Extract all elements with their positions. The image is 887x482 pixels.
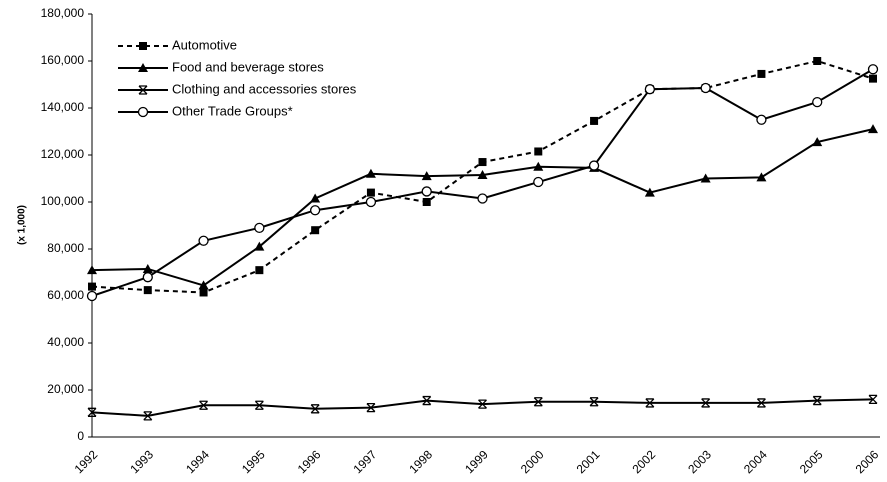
marker <box>254 241 265 251</box>
marker <box>478 399 487 409</box>
marker <box>311 226 320 235</box>
marker <box>365 196 377 208</box>
legend-label: Food and beverage stores <box>172 59 324 74</box>
x-tick-label: 2006 <box>853 447 882 476</box>
x-tick-label: 2003 <box>685 447 714 476</box>
marker <box>701 398 711 408</box>
x-tick-label: 1992 <box>72 447 101 476</box>
marker <box>590 116 599 125</box>
marker <box>756 114 767 125</box>
marker <box>868 394 878 405</box>
marker <box>310 404 320 414</box>
x-tick-label: 1999 <box>462 447 491 476</box>
marker <box>588 160 600 171</box>
marker <box>645 398 655 408</box>
y-tick-label: 120,000 <box>41 147 85 161</box>
marker <box>254 400 264 410</box>
marker <box>88 282 96 291</box>
marker <box>813 57 822 65</box>
x-tick-label: 1995 <box>239 447 268 476</box>
marker <box>142 263 153 273</box>
marker <box>477 169 488 179</box>
marker <box>198 280 209 290</box>
x-tick-label: 2005 <box>797 447 826 476</box>
marker <box>868 124 878 134</box>
y-tick-label: 140,000 <box>41 100 85 114</box>
x-tick-label: 1993 <box>127 447 156 476</box>
marker <box>533 397 543 407</box>
marker <box>309 205 321 216</box>
marker <box>421 171 432 181</box>
x-tick-label: 2004 <box>741 447 770 476</box>
marker <box>867 64 879 75</box>
marker <box>137 106 149 118</box>
marker <box>534 147 543 156</box>
legend-label: Automotive <box>172 37 237 52</box>
marker <box>756 172 767 182</box>
marker <box>812 395 822 406</box>
x-tick-label: 1997 <box>351 447 380 476</box>
marker <box>255 266 264 275</box>
marker <box>533 161 544 171</box>
y-tick-label: 0 <box>77 429 84 443</box>
legend-label: Clothing and accessories stores <box>172 81 357 96</box>
marker <box>366 188 375 197</box>
marker <box>477 193 488 204</box>
marker <box>589 397 599 407</box>
marker <box>812 96 823 108</box>
marker <box>421 186 432 197</box>
marker <box>138 63 148 72</box>
y-tick-label: 160,000 <box>41 53 85 67</box>
marker <box>310 193 321 203</box>
y-tick-label: 100,000 <box>41 194 85 208</box>
y-tick-label: 60,000 <box>47 288 84 302</box>
marker <box>143 411 153 421</box>
x-tick-label: 1998 <box>406 447 435 476</box>
x-tick-label: 2000 <box>518 447 547 476</box>
marker <box>198 235 209 246</box>
x-tick-label: 2001 <box>574 447 603 476</box>
marker <box>478 158 487 167</box>
marker <box>869 74 877 83</box>
marker <box>199 400 209 410</box>
marker <box>142 272 153 283</box>
y-axis-label: (x 1,000) <box>17 205 28 245</box>
marker <box>533 176 544 188</box>
marker <box>644 187 655 197</box>
legend-label: Other Trade Groups* <box>172 103 293 118</box>
marker <box>366 402 376 413</box>
y-tick-label: 180,000 <box>41 6 85 20</box>
marker <box>700 82 711 94</box>
marker <box>199 288 208 297</box>
y-tick-label: 20,000 <box>47 382 84 396</box>
marker <box>644 84 656 95</box>
marker <box>139 42 147 50</box>
x-tick-label: 2002 <box>629 447 658 476</box>
series-line <box>91 128 874 287</box>
marker <box>86 290 98 302</box>
x-tick-label: 1996 <box>295 447 324 476</box>
marker <box>700 173 711 183</box>
y-tick-label: 80,000 <box>47 241 84 255</box>
marker <box>422 198 431 206</box>
marker <box>422 395 432 406</box>
x-tick-label: 1994 <box>183 447 212 476</box>
marker <box>87 265 97 275</box>
marker <box>87 407 97 417</box>
y-tick-label: 40,000 <box>47 335 84 349</box>
marker <box>812 137 823 147</box>
marker <box>254 222 265 234</box>
marker <box>138 85 148 95</box>
marker <box>756 398 766 408</box>
marker <box>365 168 376 178</box>
marker <box>757 69 766 78</box>
marker <box>143 286 152 295</box>
